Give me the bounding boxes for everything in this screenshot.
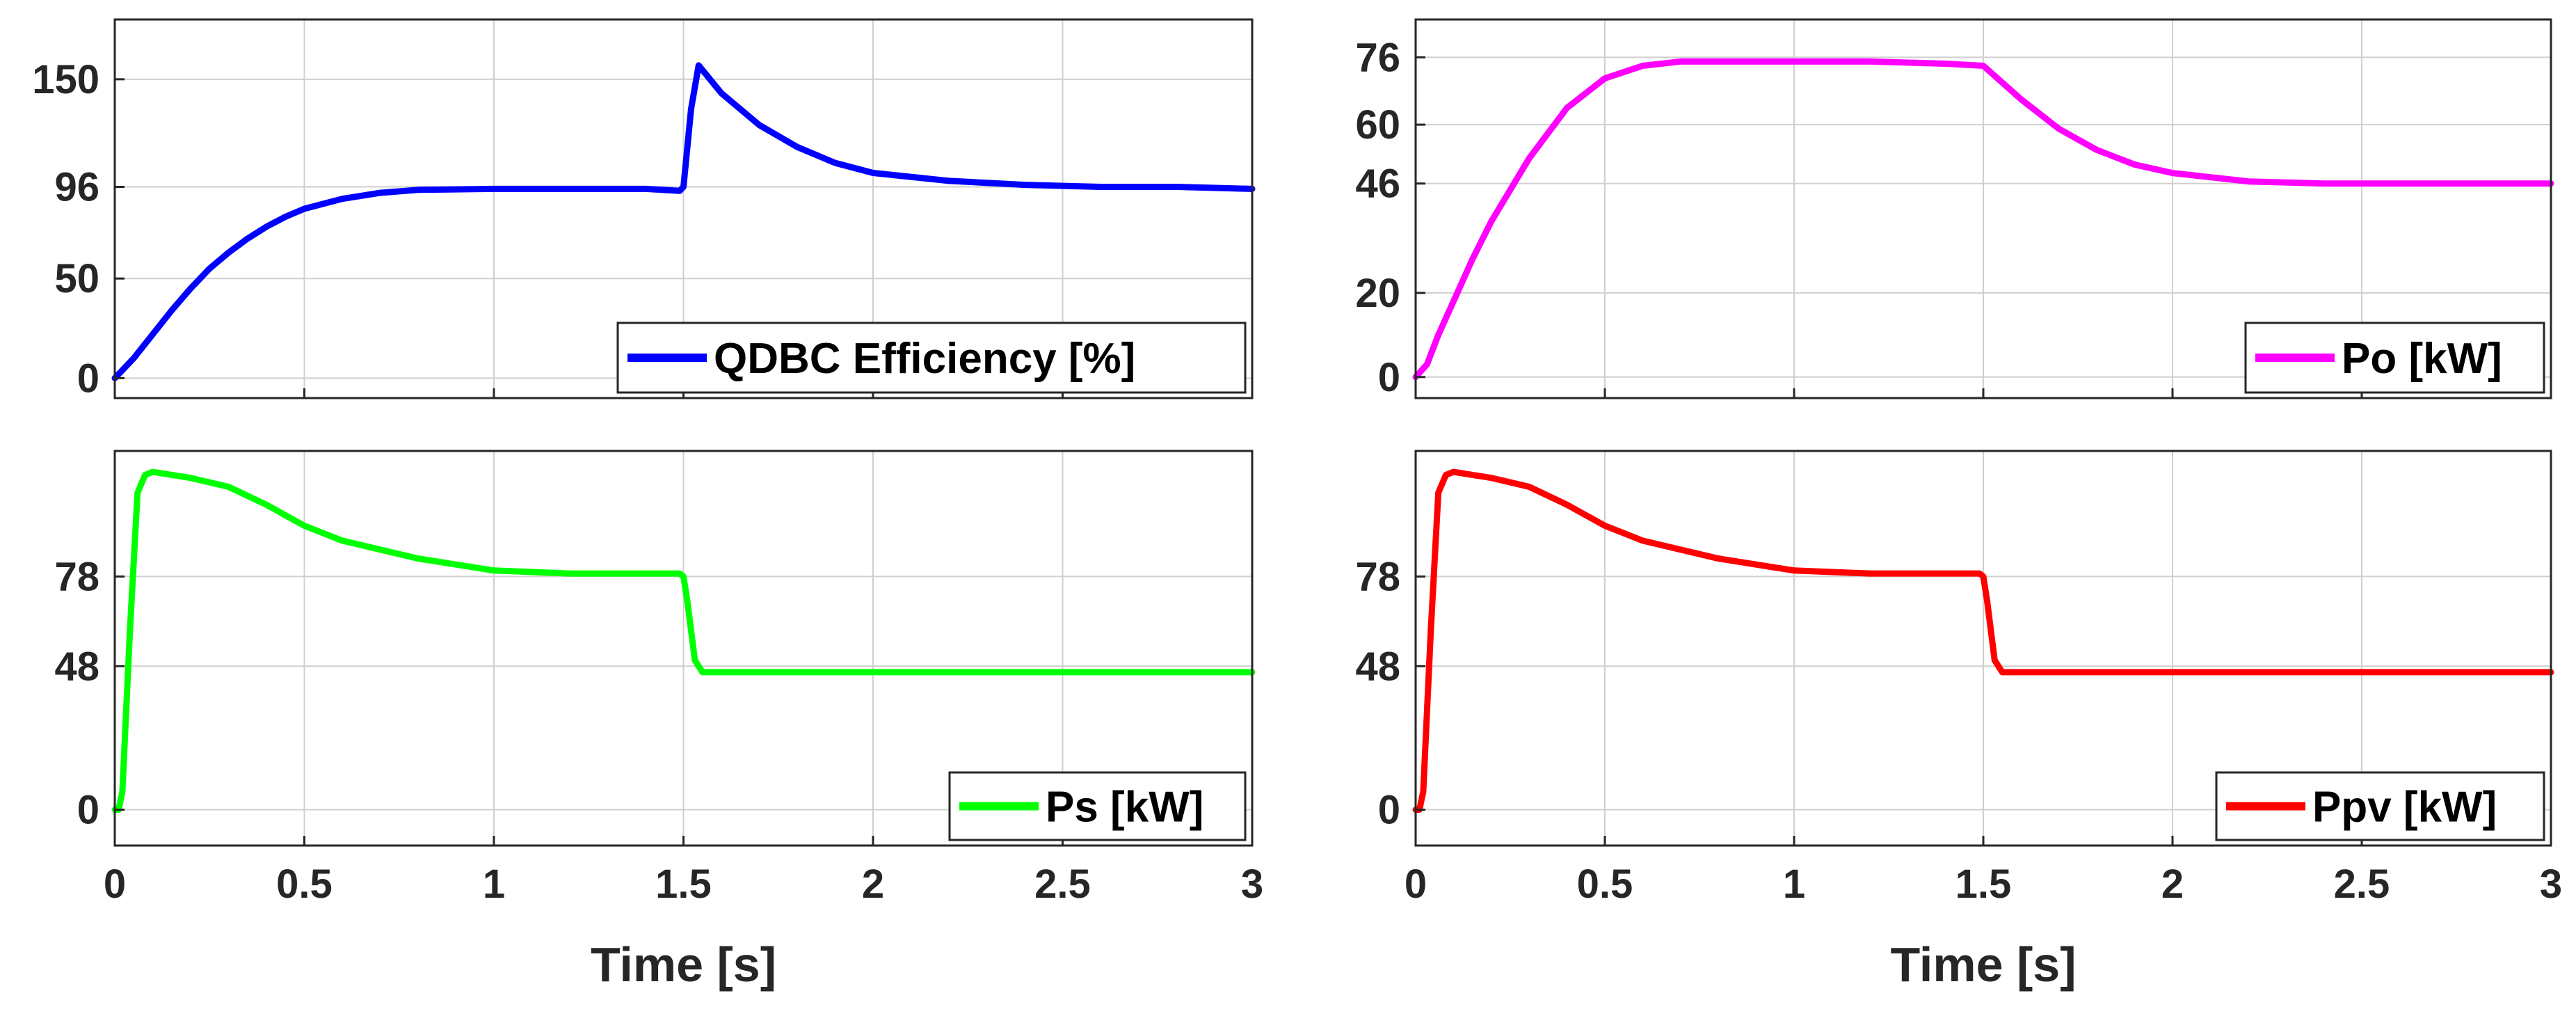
y-tick-label: 46 xyxy=(1355,161,1400,207)
x-tick-label: 1 xyxy=(1783,862,1805,907)
x-tick-label: 1.5 xyxy=(655,862,712,907)
series-line xyxy=(111,62,1256,381)
y-tick-label: 96 xyxy=(54,165,99,210)
x-tick-label: 0.5 xyxy=(1577,862,1633,907)
legend-label: QDBC Efficiency [%] xyxy=(714,335,1135,383)
legend-label: Ppv [kW] xyxy=(2312,784,2497,832)
x-tick-label: 0 xyxy=(1405,862,1427,907)
y-tick-label: 0 xyxy=(77,787,99,832)
y-tick-label: 78 xyxy=(54,554,99,599)
x-tick-label: 3 xyxy=(2540,862,2562,907)
subplot-efficiency: 0 50 96 150 QDBC Efficiency [%] xyxy=(32,18,1256,401)
x-tick-label: 2.5 xyxy=(1034,862,1091,907)
y-tick-label: 0 xyxy=(77,356,99,401)
x-axis-label: Time [s] xyxy=(591,937,776,992)
legend-box xyxy=(616,322,1247,394)
legend-label: Po [kW] xyxy=(2342,335,2502,383)
x-tick-label: 2 xyxy=(862,862,884,907)
y-tick-label: 50 xyxy=(54,256,99,301)
legend: Po [kW] xyxy=(2244,322,2545,394)
y-tick-label: 60 xyxy=(1355,102,1400,148)
y-tick-label: 48 xyxy=(54,644,99,689)
y-tick-label: 0 xyxy=(1378,787,1400,832)
x-tick-label: 2.5 xyxy=(2334,862,2390,907)
x-tick-label: 2 xyxy=(2161,862,2184,907)
y-tick-label: 78 xyxy=(1355,554,1400,599)
legend: Ppv [kW] xyxy=(2215,771,2545,841)
x-tick-label: 1 xyxy=(483,862,505,907)
legend: Ps [kW] xyxy=(948,771,1247,841)
x-tick-label: 1.5 xyxy=(1955,862,2012,907)
y-tick-label: 48 xyxy=(1355,644,1400,689)
y-tick-label: 20 xyxy=(1355,271,1400,316)
series-line xyxy=(111,468,1256,813)
subplot-po: 0 20 46 60 76 Po [kW] xyxy=(1355,18,2554,400)
y-tick-label: 150 xyxy=(32,57,99,102)
subplot-ps: 0 48 78 0 0.5 1 1.5 2 2.5 3 Time [s] Ps [kW] xyxy=(54,450,1263,992)
x-tick-label: 0.5 xyxy=(276,862,333,907)
legend: QDBC Efficiency [%] xyxy=(616,322,1247,394)
x-axis-label: Time [s] xyxy=(1890,937,2076,992)
legend-label: Ps [kW] xyxy=(1046,784,1203,832)
x-tick-label: 0 xyxy=(104,862,126,907)
series-line xyxy=(1412,468,2554,813)
x-tick-label: 3 xyxy=(1241,862,1263,907)
y-tick-label: 76 xyxy=(1355,35,1400,80)
subplot-ppv: 0 48 78 0 0.5 1 1.5 2 2.5 3 Time [s] Ppv [kW] xyxy=(1355,450,2562,992)
y-tick-label: 0 xyxy=(1378,355,1400,400)
series-line xyxy=(1412,58,2554,381)
